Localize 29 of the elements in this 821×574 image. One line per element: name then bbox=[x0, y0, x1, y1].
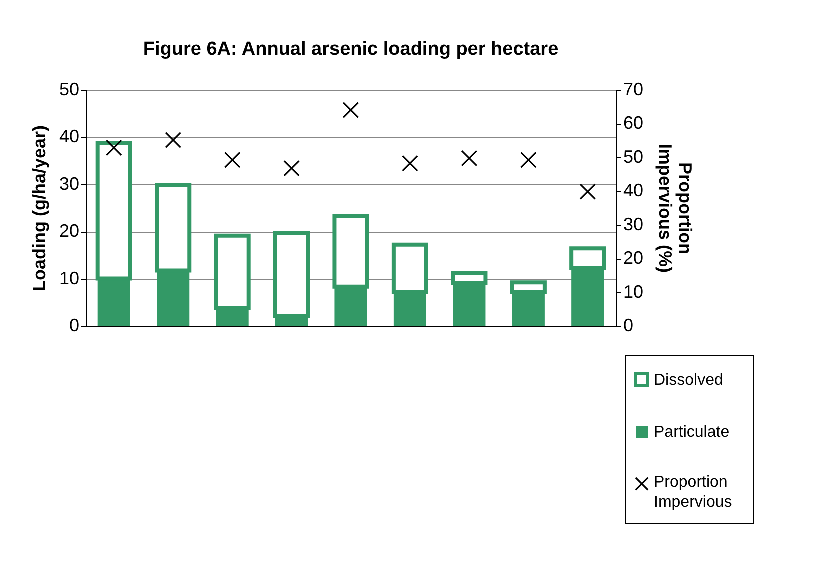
point bbox=[342, 102, 360, 118]
legend-label: Particulate bbox=[654, 424, 730, 441]
y2-tick-label: 30 bbox=[624, 214, 644, 234]
y2-tick-label: 10 bbox=[624, 282, 644, 302]
point bbox=[106, 140, 122, 156]
point bbox=[165, 132, 182, 148]
y2-tick-label: 0 bbox=[624, 316, 634, 336]
point bbox=[224, 152, 241, 168]
y2-tick-label: 60 bbox=[624, 113, 644, 134]
point bbox=[520, 152, 537, 168]
y-tick-label: 0 bbox=[69, 316, 80, 336]
y2-tick-label: 50 bbox=[624, 146, 644, 167]
legend-label: Dissolved bbox=[654, 372, 724, 389]
point bbox=[461, 150, 478, 167]
y2-axis-title: Proportion Impervious (%) bbox=[656, 144, 696, 274]
y-tick-label: 20 bbox=[59, 221, 80, 242]
y-tick-label: 40 bbox=[59, 126, 80, 147]
point bbox=[580, 184, 596, 200]
legend-label: Proportion Impervious bbox=[654, 474, 732, 511]
y2-tick-label: 40 bbox=[624, 180, 644, 201]
y-axis-title: Loading (g/ha/year) bbox=[29, 125, 50, 292]
point bbox=[284, 160, 300, 177]
point bbox=[402, 155, 418, 172]
chart-title: Figure 6A: Annual arsenic loading per hectare bbox=[143, 39, 559, 60]
y2-tick-label: 70 bbox=[624, 80, 644, 100]
y-tick-label: 30 bbox=[59, 174, 80, 194]
y-tick-label: 50 bbox=[59, 80, 80, 100]
y-tick-label: 10 bbox=[59, 268, 80, 288]
y2-tick-label: 20 bbox=[624, 248, 644, 268]
